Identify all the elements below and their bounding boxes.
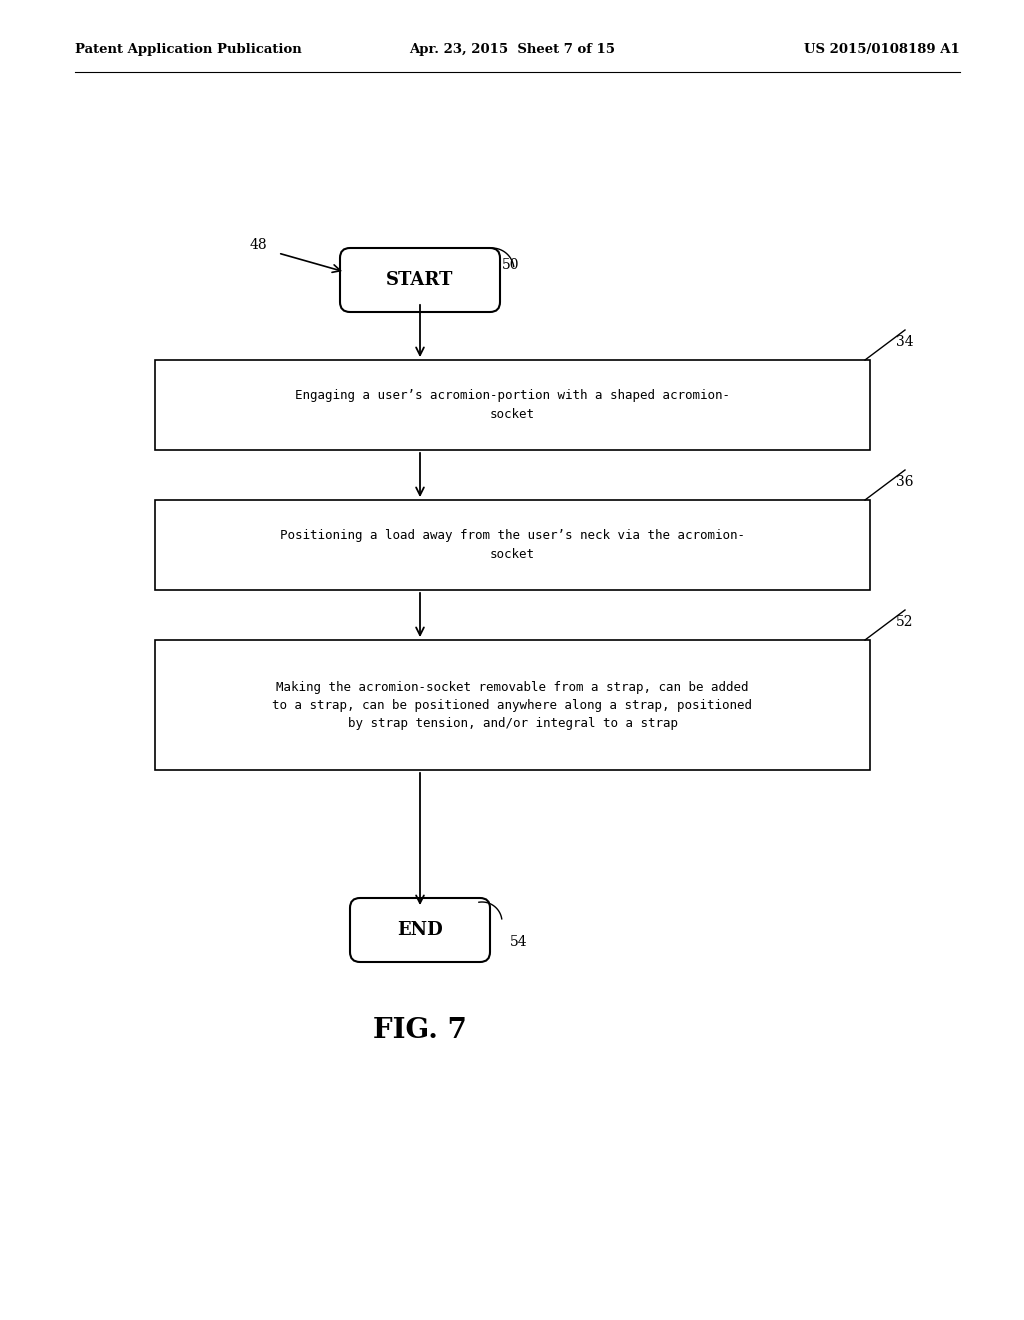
Text: 50: 50 (502, 257, 519, 272)
Text: 52: 52 (896, 615, 913, 630)
Text: START: START (386, 271, 454, 289)
Polygon shape (155, 640, 870, 770)
Text: 36: 36 (896, 475, 913, 488)
Text: Engaging a user’s acromion-portion with a shaped acromion-
socket: Engaging a user’s acromion-portion with … (295, 389, 730, 421)
Polygon shape (155, 500, 870, 590)
Text: Patent Application Publication: Patent Application Publication (75, 44, 302, 57)
Text: US 2015/0108189 A1: US 2015/0108189 A1 (804, 44, 961, 57)
Polygon shape (155, 360, 870, 450)
Text: 48: 48 (250, 238, 267, 252)
Text: 54: 54 (510, 935, 527, 949)
Text: FIG. 7: FIG. 7 (373, 1016, 467, 1044)
Text: END: END (397, 921, 442, 939)
Text: Positioning a load away from the user’s neck via the acromion-
socket: Positioning a load away from the user’s … (280, 529, 745, 561)
FancyBboxPatch shape (350, 898, 490, 962)
FancyBboxPatch shape (340, 248, 500, 312)
Text: 34: 34 (896, 335, 913, 348)
Text: Apr. 23, 2015  Sheet 7 of 15: Apr. 23, 2015 Sheet 7 of 15 (409, 44, 615, 57)
Text: Making the acromion-socket removable from a strap, can be added
to a strap, can : Making the acromion-socket removable fro… (272, 681, 753, 730)
